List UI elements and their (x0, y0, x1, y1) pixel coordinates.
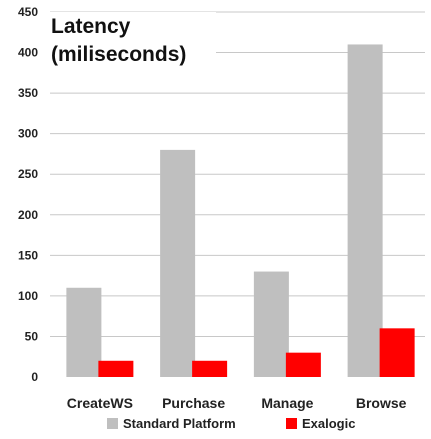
title-line-2: (miliseconds) (51, 43, 186, 66)
title-line-1: Latency (51, 15, 131, 38)
legend: Standard Platform Exalogic (107, 416, 355, 431)
y-tick-label-50: 50 (25, 329, 39, 343)
legend-swatch-exalogic (286, 418, 297, 429)
gridlines (50, 11, 425, 337)
y-tick-label-0: 0 (31, 370, 38, 384)
legend-label-standard-platform: Standard Platform (123, 416, 236, 431)
y-tick-label-450: 450 (18, 5, 38, 19)
chart-title: Latency (miliseconds) (46, 12, 216, 72)
y-tick-label-100: 100 (18, 289, 38, 303)
bar-purchase-standard-platform (160, 149, 196, 377)
y-tick-label-300: 300 (18, 127, 38, 141)
y-tick-label-350: 350 (18, 86, 38, 100)
legend-label-exalogic: Exalogic (302, 416, 355, 431)
x-category-label-manage: Manage (261, 395, 313, 411)
bar-browse-standard-platform (347, 44, 383, 377)
bar-createws-standard-platform (66, 287, 102, 377)
bar-manage-standard-platform (253, 271, 289, 377)
x-axis-categories: CreateWS Purchase Manage Browse (67, 395, 407, 411)
y-tick-label-200: 200 (18, 208, 38, 222)
y-tick-label-400: 400 (18, 46, 38, 60)
bars (66, 44, 415, 377)
title-background (46, 12, 216, 72)
y-tick-label-250: 250 (18, 167, 38, 181)
y-tick-label-150: 150 (18, 248, 38, 262)
x-category-label-browse: Browse (356, 395, 407, 411)
x-category-label-purchase: Purchase (162, 395, 225, 411)
bar-createws-exalogic (98, 360, 134, 377)
bar-browse-exalogic (379, 328, 415, 377)
bar-purchase-exalogic (192, 360, 228, 377)
y-axis-ticks: 0 50 100 150 200 250 300 350 400 450 (18, 5, 38, 384)
x-category-label-createws: CreateWS (67, 395, 133, 411)
bar-manage-exalogic (285, 352, 321, 377)
legend-swatch-standard-platform (107, 418, 118, 429)
